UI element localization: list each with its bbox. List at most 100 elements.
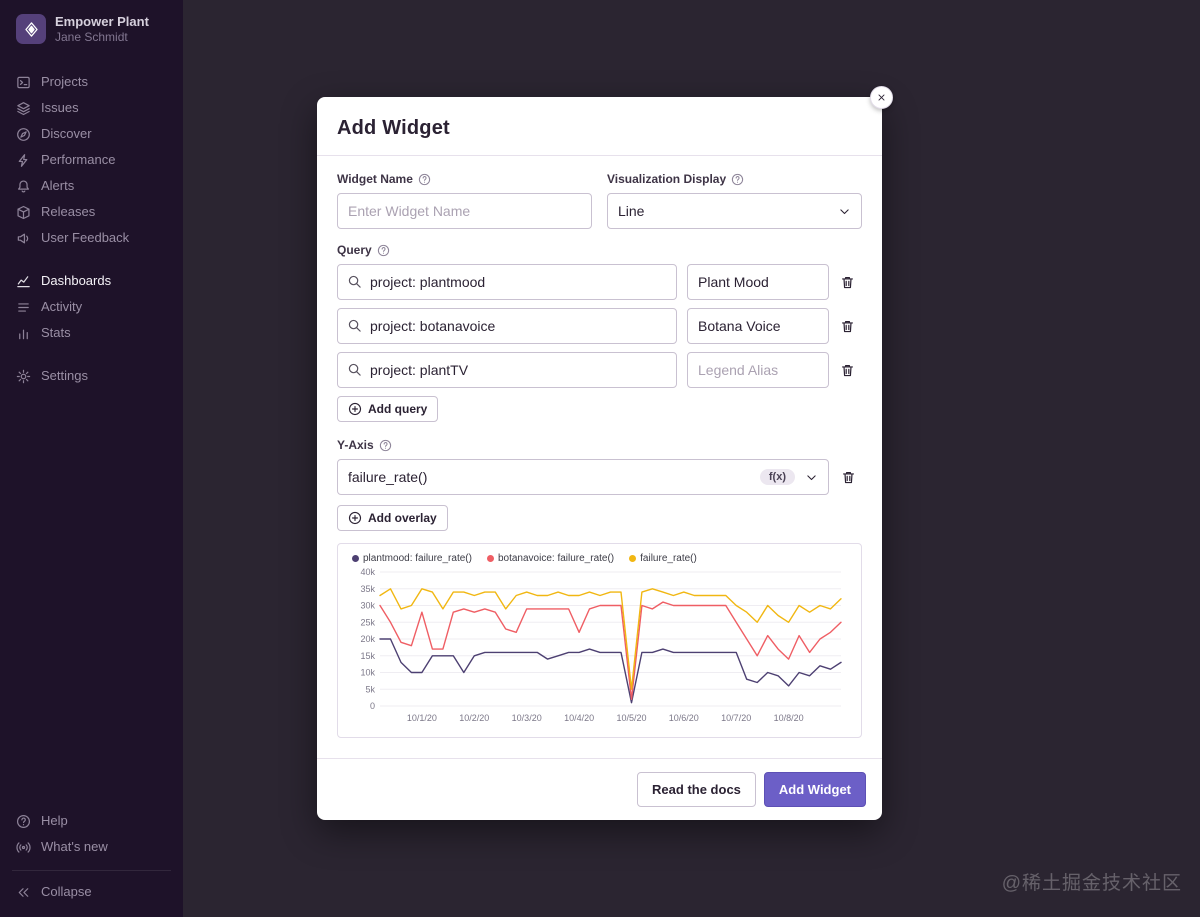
issues-icon: [16, 101, 31, 116]
sidebar: Empower Plant Jane Schmidt Projects Issu…: [0, 0, 183, 917]
y-axis-value: failure_rate(): [348, 469, 428, 485]
legend-item[interactable]: failure_rate(): [629, 553, 697, 564]
discover-icon: [16, 127, 31, 142]
add-overlay-button[interactable]: Add overlay: [337, 505, 448, 531]
add-widget-modal: Add Widget Widget Name Visualization Dis…: [317, 86, 893, 820]
sidebar-nav-settings: Settings: [0, 363, 183, 389]
stats-icon: [16, 326, 31, 341]
widget-name-input[interactable]: [337, 193, 592, 229]
projects-icon: [16, 75, 31, 90]
svg-text:25k: 25k: [360, 617, 375, 627]
sidebar-footer: Help What's new Collapse: [0, 808, 183, 905]
legend-alias-input[interactable]: [687, 264, 829, 300]
dashboards-icon: [16, 274, 31, 289]
query-row: [337, 264, 862, 300]
sidebar-item-issues[interactable]: Issues: [0, 95, 183, 121]
trash-icon: [840, 363, 855, 378]
delete-query-button[interactable]: [839, 318, 856, 335]
legend-item[interactable]: plantmood: failure_rate(): [352, 553, 472, 564]
help-icon: [16, 814, 31, 829]
legend-item[interactable]: botanavoice: failure_rate(): [486, 553, 614, 564]
svg-text:10/6/20: 10/6/20: [669, 713, 699, 723]
search-icon: [347, 362, 362, 377]
delete-query-button[interactable]: [839, 362, 856, 379]
svg-text:20k: 20k: [360, 634, 375, 644]
svg-text:10/8/20: 10/8/20: [774, 713, 804, 723]
svg-text:10/1/20: 10/1/20: [407, 713, 437, 723]
sidebar-item-releases[interactable]: Releases: [0, 199, 183, 225]
performance-icon: [16, 153, 31, 168]
sidebar-item-performance[interactable]: Performance: [0, 147, 183, 173]
close-button[interactable]: [870, 86, 893, 109]
chart-legend: plantmood: failure_rate() botanavoice: fa…: [346, 553, 853, 564]
add-query-button[interactable]: Add query: [337, 396, 439, 422]
sidebar-nav-primary: Projects Issues Discover Performance Ale…: [0, 69, 183, 251]
org-logo-icon: [16, 14, 46, 44]
svg-text:40k: 40k: [360, 567, 375, 577]
legend-dot: [352, 555, 359, 562]
sidebar-item-user-feedback[interactable]: User Feedback: [0, 225, 183, 251]
widget-name-label: Widget Name: [337, 172, 413, 186]
svg-text:10k: 10k: [360, 668, 375, 678]
question-icon[interactable]: [379, 439, 392, 452]
sidebar-item-activity[interactable]: Activity: [0, 294, 183, 320]
svg-text:35k: 35k: [360, 584, 375, 594]
sidebar-item-alerts[interactable]: Alerts: [0, 173, 183, 199]
svg-text:10/3/20: 10/3/20: [512, 713, 542, 723]
sidebar-item-settings[interactable]: Settings: [0, 363, 183, 389]
releases-icon: [16, 205, 31, 220]
delete-y-axis-button[interactable]: [840, 469, 857, 486]
query-label: Query: [337, 243, 372, 257]
legend-alias-input[interactable]: [687, 352, 829, 388]
sidebar-item-whats-new[interactable]: What's new: [0, 834, 183, 860]
question-icon[interactable]: [377, 244, 390, 257]
trash-icon: [840, 275, 855, 290]
chevron-down-icon: [838, 205, 851, 218]
query-input[interactable]: [337, 308, 677, 344]
sidebar-item-projects[interactable]: Projects: [0, 69, 183, 95]
visualization-select[interactable]: Line: [607, 193, 862, 229]
sidebar-nav-collapse: Collapse: [12, 879, 171, 905]
svg-text:30k: 30k: [360, 601, 375, 611]
query-row: [337, 308, 862, 344]
trash-icon: [841, 470, 856, 485]
trash-icon: [840, 319, 855, 334]
search-icon: [347, 274, 362, 289]
chart-preview-panel: plantmood: failure_rate() botanavoice: fa…: [337, 543, 862, 738]
svg-text:10/2/20: 10/2/20: [459, 713, 489, 723]
sidebar-item-help[interactable]: Help: [0, 808, 183, 834]
question-icon[interactable]: [731, 173, 744, 186]
whats-new-icon: [16, 840, 31, 855]
legend-dot: [629, 555, 637, 562]
read-the-docs-button[interactable]: Read the docs: [637, 772, 756, 807]
search-icon: [347, 318, 362, 333]
query-row: [337, 352, 862, 388]
legend-alias-input[interactable]: [687, 308, 829, 344]
sidebar-item-dashboards[interactable]: Dashboards: [0, 268, 183, 294]
org-switcher[interactable]: Empower Plant Jane Schmidt: [0, 0, 183, 45]
plus-icon: [348, 402, 362, 416]
query-input[interactable]: [337, 264, 677, 300]
add-widget-button[interactable]: Add Widget: [763, 772, 866, 807]
query-input[interactable]: [337, 352, 677, 388]
chevron-down-icon: [805, 471, 818, 484]
org-name: Empower Plant: [55, 14, 149, 29]
user-feedback-icon: [16, 231, 31, 246]
sidebar-item-collapse[interactable]: Collapse: [12, 879, 171, 905]
close-icon: [876, 92, 887, 103]
delete-query-button[interactable]: [839, 274, 856, 291]
visualization-value: Line: [618, 203, 645, 219]
alerts-icon: [16, 179, 31, 194]
y-axis-select[interactable]: failure_rate() f(x): [337, 459, 829, 495]
svg-text:10/7/20: 10/7/20: [721, 713, 751, 723]
settings-icon: [16, 369, 31, 384]
sidebar-item-discover[interactable]: Discover: [0, 121, 183, 147]
question-icon[interactable]: [418, 173, 431, 186]
sidebar-nav-secondary: Dashboards Activity Stats: [0, 268, 183, 346]
visualization-display-label: Visualization Display: [607, 172, 727, 186]
svg-text:0: 0: [370, 701, 375, 711]
y-axis-label: Y-Axis: [337, 438, 374, 452]
svg-text:10/4/20: 10/4/20: [564, 713, 594, 723]
sidebar-item-stats[interactable]: Stats: [0, 320, 183, 346]
svg-text:5k: 5k: [365, 684, 375, 694]
